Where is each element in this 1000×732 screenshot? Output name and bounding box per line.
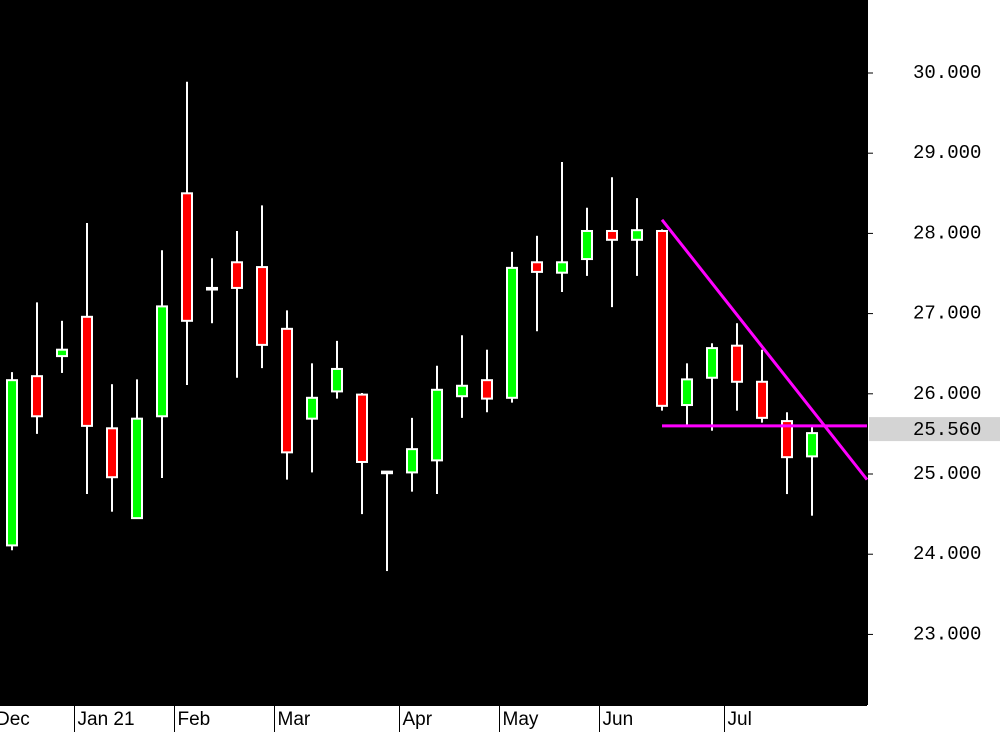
- x-tick-label: Jun: [603, 709, 634, 730]
- candle-body: [206, 286, 218, 291]
- y-tick-label: 28.000: [913, 222, 981, 244]
- y-tick-label: 27.000: [913, 303, 981, 325]
- candle-body: [481, 379, 493, 400]
- candle-body: [656, 229, 668, 407]
- x-tick-label: Dec: [0, 709, 30, 730]
- candle-body: [781, 420, 793, 459]
- candle-body: [281, 327, 293, 454]
- y-tick-label: 26.000: [913, 383, 981, 405]
- candle-body: [6, 379, 18, 547]
- candle-body: [756, 380, 768, 419]
- x-tick-label: Mar: [278, 709, 311, 730]
- candle-body: [556, 261, 568, 274]
- y-tick-label: 29.000: [913, 142, 981, 164]
- candle-body: [331, 367, 343, 393]
- candle-body: [681, 378, 693, 407]
- candle-body: [406, 448, 418, 474]
- candle-body: [256, 266, 268, 346]
- candle-body: [531, 261, 543, 273]
- candle-body: [306, 396, 318, 420]
- x-tick-label: Apr: [403, 709, 433, 730]
- candle-body: [706, 347, 718, 379]
- x-tick-label: May: [503, 709, 539, 730]
- candle-body: [106, 427, 118, 479]
- candle-body: [81, 315, 93, 427]
- y-tick-label: 25.000: [913, 463, 981, 485]
- candle-body: [31, 375, 43, 418]
- candle-body: [456, 384, 468, 398]
- y-tick-label: 24.000: [913, 543, 981, 565]
- candle-body: [731, 344, 743, 383]
- candle-body: [231, 261, 243, 289]
- candle-body: [581, 229, 593, 261]
- plot-area: [0, 0, 867, 705]
- candle-body: [156, 305, 168, 418]
- x-tick-label: Jan 21: [78, 709, 135, 730]
- x-tick-label: Feb: [178, 709, 211, 730]
- y-tick-label: 23.000: [913, 623, 981, 645]
- candle-body: [356, 393, 368, 463]
- candle-body: [431, 388, 443, 462]
- candle-body: [381, 470, 393, 475]
- y-tick-label: 30.000: [913, 62, 981, 84]
- candle-body: [631, 229, 643, 241]
- price-marker-label: 25.560: [913, 419, 981, 441]
- candle-body: [131, 417, 143, 520]
- price-marker: [869, 417, 1000, 442]
- candle-body: [506, 266, 518, 399]
- candle-body: [806, 432, 818, 458]
- candle-body: [181, 192, 193, 322]
- candle-body: [606, 229, 618, 241]
- candle-body: [56, 348, 68, 358]
- trend-line: [660, 218, 869, 481]
- x-tick-label: Jul: [728, 709, 752, 730]
